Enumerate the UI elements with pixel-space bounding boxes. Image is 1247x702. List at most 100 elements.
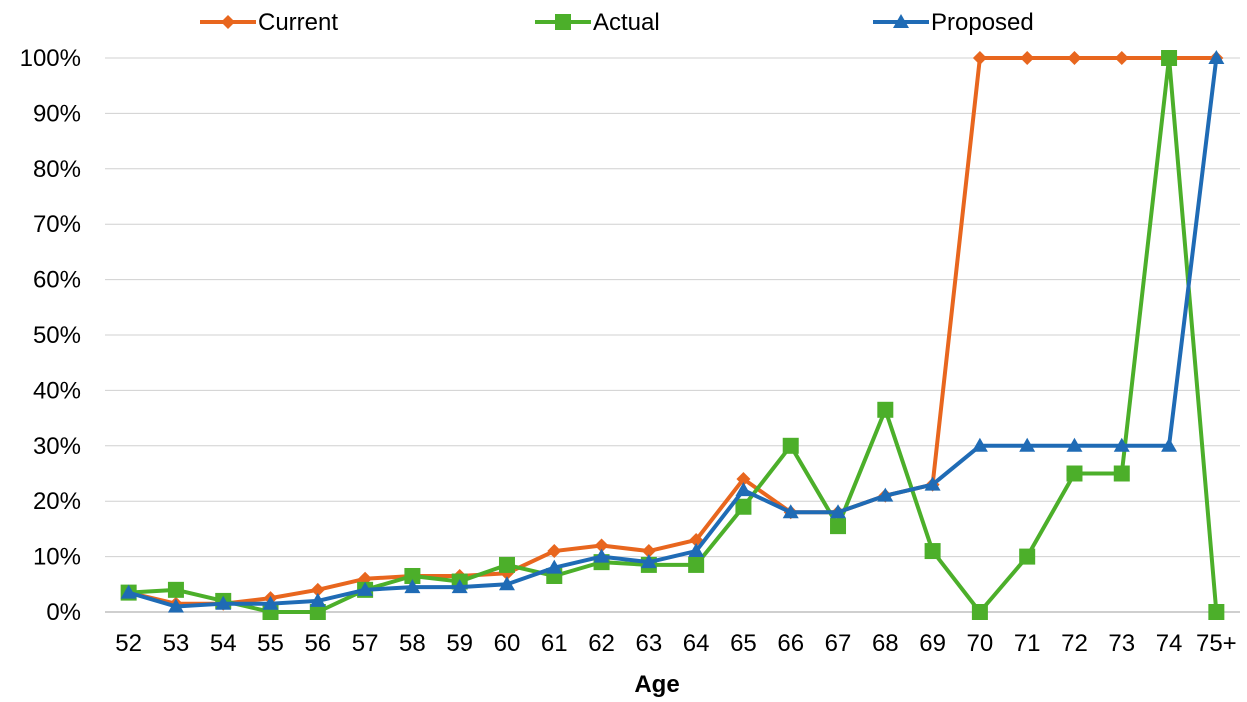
legend-marker [893, 14, 909, 28]
data-point-proposed [782, 504, 799, 519]
x-tick-label: 68 [872, 630, 899, 657]
x-axis-title: Age [634, 671, 679, 698]
series-line-current [128, 56, 1217, 606]
x-tick-label: 72 [1061, 630, 1088, 657]
x-tick-label: 57 [352, 630, 379, 657]
data-point-actual [782, 437, 799, 454]
y-tick-label: 90% [33, 100, 81, 127]
y-tick-label: 100% [20, 45, 81, 72]
x-tick-label: 75+ [1196, 630, 1237, 657]
x-tick-label: 63 [636, 630, 663, 657]
x-tick-label: 56 [304, 630, 331, 657]
x-tick-label: 73 [1108, 630, 1135, 657]
data-point-proposed [1019, 437, 1036, 452]
legend-marker [555, 14, 571, 30]
data-point-actual [688, 556, 705, 573]
data-point-proposed [830, 504, 847, 519]
x-tick-label: 67 [825, 630, 852, 657]
data-point-actual [1161, 50, 1178, 66]
data-point-proposed [451, 579, 468, 594]
data-point-actual [1208, 604, 1225, 620]
x-tick-label: 54 [210, 630, 237, 657]
data-point-actual [830, 518, 847, 535]
data-point-proposed [546, 559, 563, 574]
data-point-proposed [1066, 437, 1083, 452]
y-axis-tick-labels: 0% 10% 20% 30% 40% 50% 60% 70% 80% 90% 100% [20, 45, 81, 626]
data-point-proposed [640, 554, 657, 569]
series-actual [120, 50, 1225, 620]
data-point-proposed [404, 579, 421, 594]
data-point-actual [735, 498, 752, 515]
data-point-current [310, 582, 325, 597]
data-point-proposed [735, 482, 752, 497]
data-point-current [1067, 51, 1082, 65]
y-tick-label: 50% [33, 322, 81, 349]
data-point-proposed [498, 576, 515, 591]
data-point-current [736, 472, 751, 487]
data-point-proposed [357, 581, 374, 596]
legend-marker [221, 15, 235, 29]
gridlines [105, 57, 1240, 613]
data-point-current [641, 544, 656, 559]
y-tick-label: 40% [33, 377, 81, 404]
y-tick-label: 10% [33, 544, 81, 571]
x-axis-tick-labels: 52 53 54 55 56 57 58 59 60 61 62 63 64 65 66 67 68 69 70 71… [115, 630, 1236, 657]
legend-label: Current [258, 9, 338, 36]
x-tick-label: 62 [588, 630, 615, 657]
series-line-proposed [128, 57, 1219, 609]
data-point-proposed [262, 595, 279, 610]
data-point-actual [877, 401, 894, 418]
legend-item-actual: Actual [535, 9, 660, 36]
x-tick-label: 64 [683, 630, 710, 657]
x-tick-label: 71 [1014, 630, 1041, 657]
x-tick-label: 66 [777, 630, 804, 657]
data-point-proposed [1208, 50, 1225, 64]
y-tick-label: 30% [33, 433, 81, 460]
data-point-current [547, 544, 562, 559]
data-point-actual [498, 556, 515, 573]
x-tick-label: 52 [115, 630, 142, 657]
series-layer [120, 50, 1225, 620]
data-point-actual [924, 543, 941, 560]
x-tick-label: 53 [163, 630, 190, 657]
data-point-proposed [215, 595, 232, 610]
data-point-proposed [877, 487, 894, 502]
data-point-actual [167, 581, 184, 598]
legend: Current Actual Proposed [200, 9, 1034, 36]
legend-item-proposed: Proposed [873, 9, 1034, 36]
data-point-proposed [309, 592, 326, 607]
data-point-actual [1019, 548, 1036, 565]
legend-label: Proposed [931, 9, 1034, 36]
data-point-proposed [167, 598, 184, 613]
x-tick-label: 70 [967, 630, 994, 657]
data-point-proposed [593, 548, 610, 563]
y-tick-label: 60% [33, 267, 81, 294]
series-proposed [120, 50, 1225, 613]
data-point-actual [309, 604, 326, 620]
data-point-proposed [1161, 437, 1178, 452]
x-tick-label: 60 [494, 630, 521, 657]
data-point-proposed [688, 543, 705, 558]
x-tick-label: 65 [730, 630, 757, 657]
x-tick-label: 69 [919, 630, 946, 657]
x-tick-label: 61 [541, 630, 568, 657]
data-point-current [594, 538, 609, 553]
data-point-current [1114, 51, 1129, 65]
data-point-current [972, 51, 987, 65]
data-point-actual [404, 567, 421, 584]
x-tick-label: 59 [446, 630, 473, 657]
data-point-proposed [120, 584, 137, 599]
legend-label: Actual [593, 9, 660, 36]
x-tick-label: 58 [399, 630, 426, 657]
data-point-actual [971, 604, 988, 620]
data-point-actual [1113, 465, 1130, 482]
x-tick-label: 74 [1156, 630, 1183, 657]
data-point-proposed [971, 437, 988, 452]
legend-item-current: Current [200, 9, 338, 36]
data-point-actual [1066, 465, 1083, 482]
y-tick-label: 20% [33, 488, 81, 515]
data-point-proposed [1113, 437, 1130, 452]
y-tick-label: 70% [33, 211, 81, 238]
y-tick-label: 0% [46, 599, 81, 626]
